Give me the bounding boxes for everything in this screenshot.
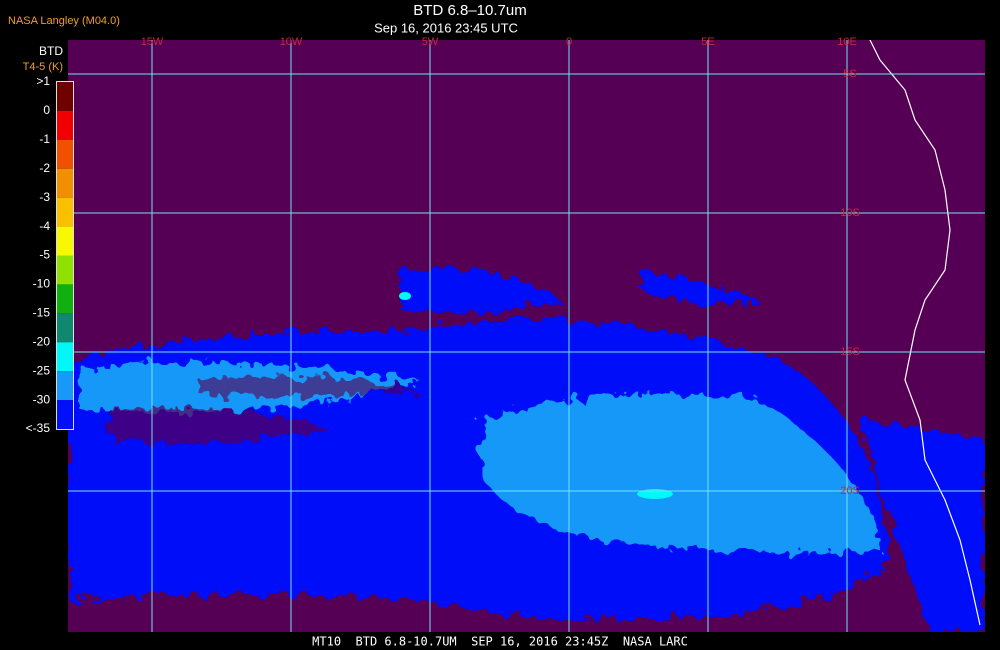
cloud-field	[68, 40, 985, 632]
legend-label: >1	[36, 74, 50, 88]
legend-label: -3	[39, 190, 50, 204]
longitude-label: 15W	[141, 36, 164, 48]
legend-label: -2	[39, 161, 50, 175]
legend-frame	[56, 81, 74, 430]
legend-label: -5	[39, 248, 50, 262]
legend-swatch	[57, 226, 73, 256]
footer: MT10 BTD 6.8-10.7UM SEP 16, 2016 23:45Z …	[312, 635, 688, 649]
legend-label: -20	[33, 334, 51, 348]
legend-title: BTD	[39, 44, 63, 58]
longitude-label: 0	[566, 36, 572, 48]
legend-swatch	[57, 82, 73, 111]
legend-label: <-35	[26, 421, 51, 435]
latitude-label: 10S	[840, 207, 860, 219]
legend-label: -30	[33, 392, 51, 406]
legend-swatch	[57, 313, 73, 343]
legend-label: 0	[43, 103, 50, 117]
legend-label: -4	[39, 219, 50, 233]
legend-swatch	[57, 342, 73, 372]
legend-swatch	[57, 371, 73, 401]
legend-swatch	[57, 139, 73, 169]
title: BTD 6.8–10.7um	[413, 2, 526, 19]
latitude-label: 5S	[843, 68, 856, 80]
legend-label: -1	[39, 132, 50, 146]
source-label: NASA Langley (M04.0)	[8, 15, 120, 27]
legend-swatch	[57, 284, 73, 314]
latitude-label: 20S	[840, 485, 860, 497]
latitude-label: 15S	[840, 346, 860, 358]
longitude-label: 10E	[837, 36, 857, 48]
legend-swatch	[57, 255, 73, 285]
legend-label: -25	[33, 363, 51, 377]
legend-swatch	[57, 110, 73, 140]
longitude-label: 10W	[280, 36, 303, 48]
longitude-label: 5E	[701, 36, 714, 48]
graticule	[68, 40, 985, 632]
legend-swatch	[57, 197, 73, 227]
legend-units: T4-5 (K)	[23, 61, 63, 73]
legend-label: -10	[33, 277, 51, 291]
longitude-label: 5W	[422, 36, 439, 48]
legend-swatch	[57, 168, 73, 198]
legend-label: -15	[33, 306, 51, 320]
legend-swatch	[57, 400, 73, 429]
timestamp: Sep 16, 2016 23:45 UTC	[374, 20, 518, 35]
